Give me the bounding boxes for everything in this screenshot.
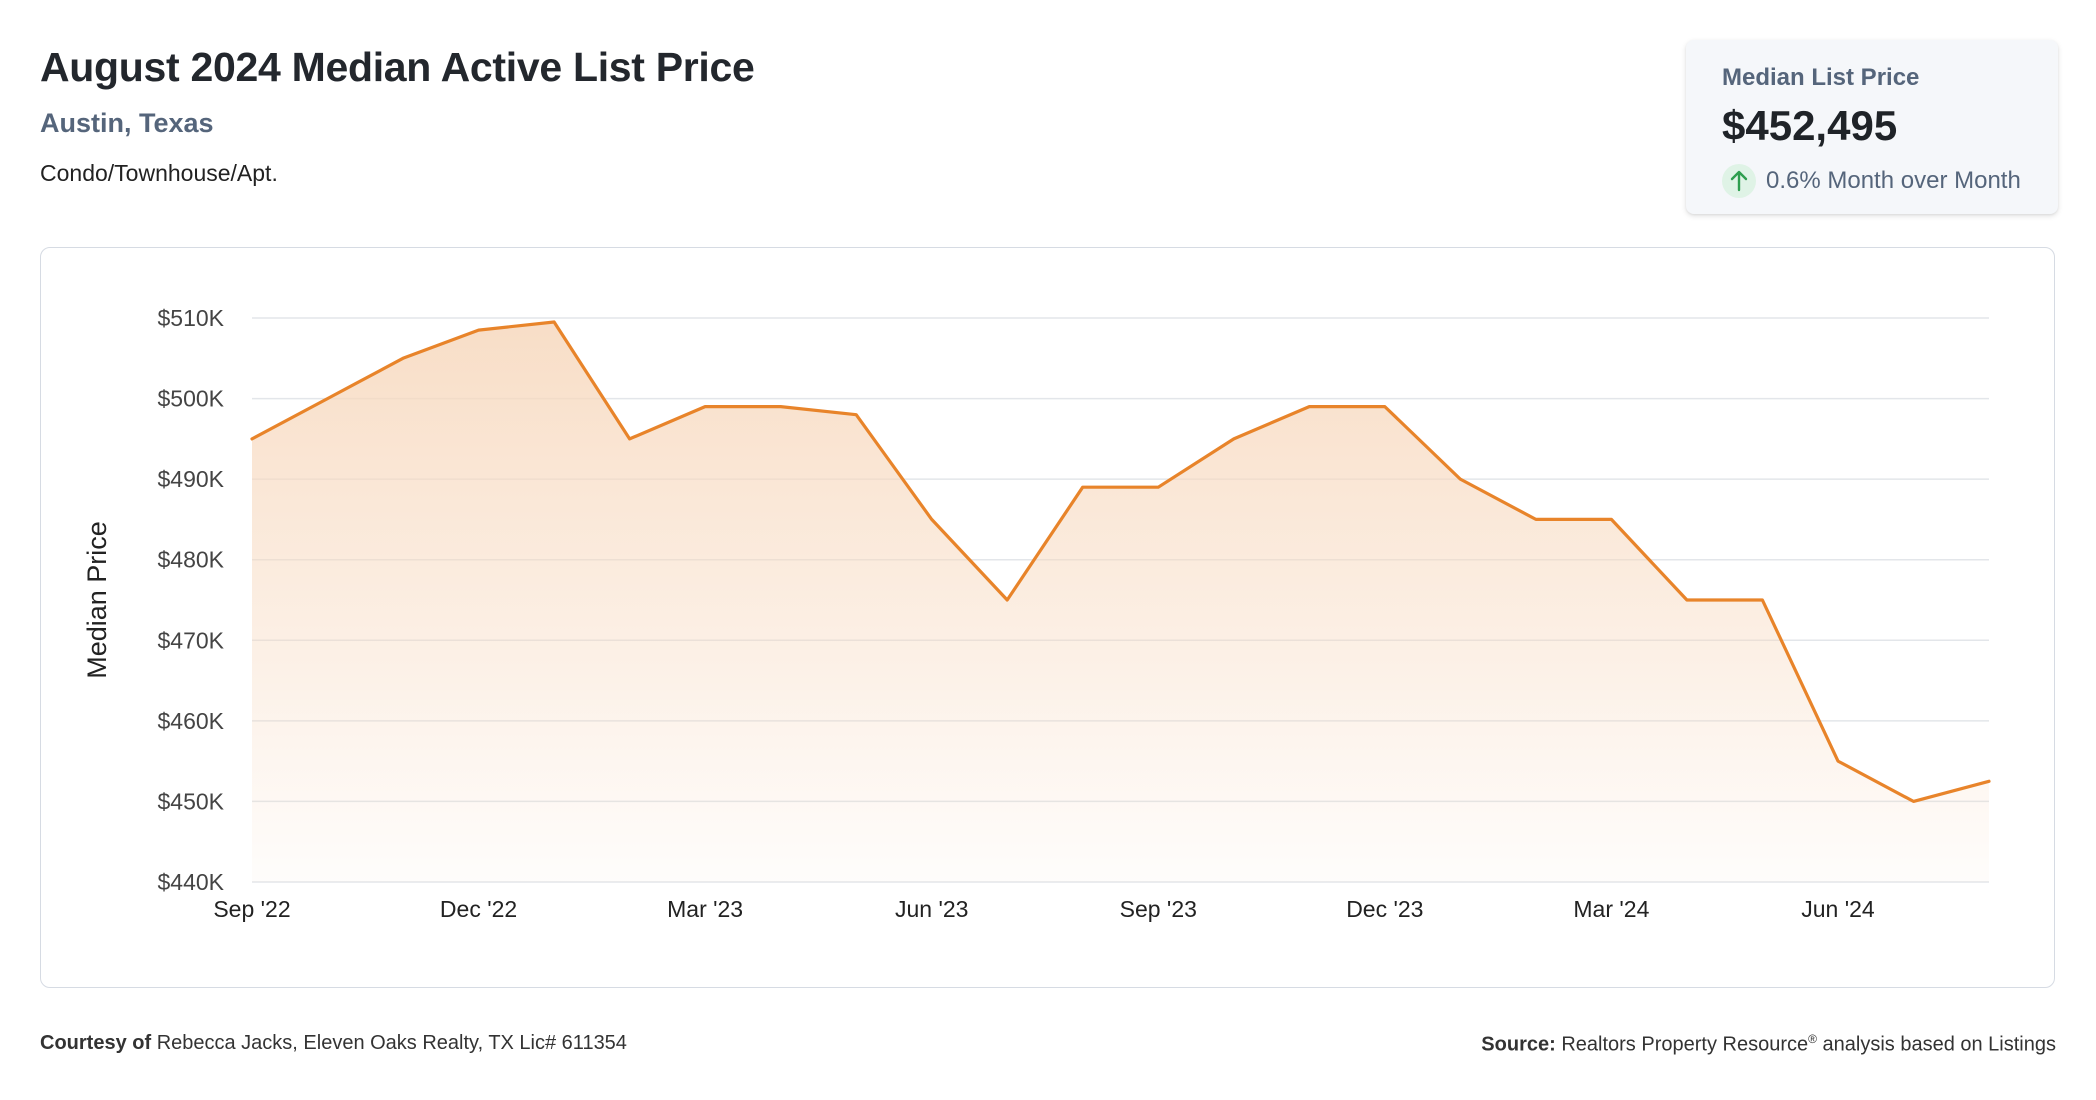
y-tick-label: $460K — [157, 708, 224, 734]
stat-label: Median List Price — [1722, 64, 1920, 91]
x-tick-label: Sep '22 — [213, 896, 290, 922]
stat-value: $452,495 — [1722, 102, 1898, 149]
x-tick-label: Mar '23 — [667, 896, 743, 922]
location-subtitle: Austin, Texas — [40, 108, 214, 138]
y-tick-label: $500K — [157, 386, 224, 412]
source-text: Realtors Property Resource — [1561, 1033, 1809, 1056]
series-line — [250, 320, 1991, 803]
property-type: Condo/Townhouse/Apt. — [40, 160, 278, 186]
y-tick-label: $490K — [157, 466, 224, 492]
y-axis-label: Median Price — [82, 521, 112, 679]
area-fill — [252, 322, 1989, 882]
chart-card: $440K $450K $460K $470K $480K $490K $500K $510K… — [40, 247, 2055, 988]
x-tick-label: Jun '24 — [1801, 896, 1875, 922]
source-label: Source: — [1481, 1033, 1556, 1056]
courtesy-footer: Courtesy of Rebecca Jacks, Eleven Oaks R… — [40, 1032, 627, 1055]
y-tick-label: $510K — [157, 305, 224, 331]
source-footer: Source: Realtors Property Resource® anal… — [1481, 1032, 2056, 1057]
x-tick-label: Dec '22 — [440, 896, 517, 922]
y-tick-label: $440K — [157, 869, 224, 895]
arrow-up-icon — [1722, 164, 1756, 198]
median-price-card: Median List Price $452,495 0.6% Month ov… — [1686, 40, 2058, 214]
x-tick-label: Mar '24 — [1573, 896, 1649, 922]
x-tick-label: Dec '23 — [1346, 896, 1423, 922]
page-title: August 2024 Median Active List Price — [40, 44, 755, 90]
registered-mark: ® — [1808, 1032, 1817, 1046]
courtesy-label: Courtesy of — [40, 1032, 152, 1054]
x-tick-label: Jun '23 — [895, 896, 968, 922]
source-suffix: analysis based on Listings — [1822, 1033, 2056, 1056]
price-chart: $440K $450K $460K $470K $480K $490K $500K $510K… — [82, 305, 1991, 922]
stat-change: 0.6% Month over Month — [1722, 164, 2021, 198]
y-tick-label: $450K — [157, 788, 224, 814]
x-tick-label: Sep '23 — [1120, 896, 1197, 922]
stat-change-text: 0.6% Month over Month — [1766, 167, 2021, 194]
courtesy-text: Rebecca Jacks, Eleven Oaks Realty, TX Li… — [156, 1032, 627, 1054]
y-tick-label: $480K — [157, 547, 224, 573]
y-tick-label: $470K — [157, 627, 224, 653]
